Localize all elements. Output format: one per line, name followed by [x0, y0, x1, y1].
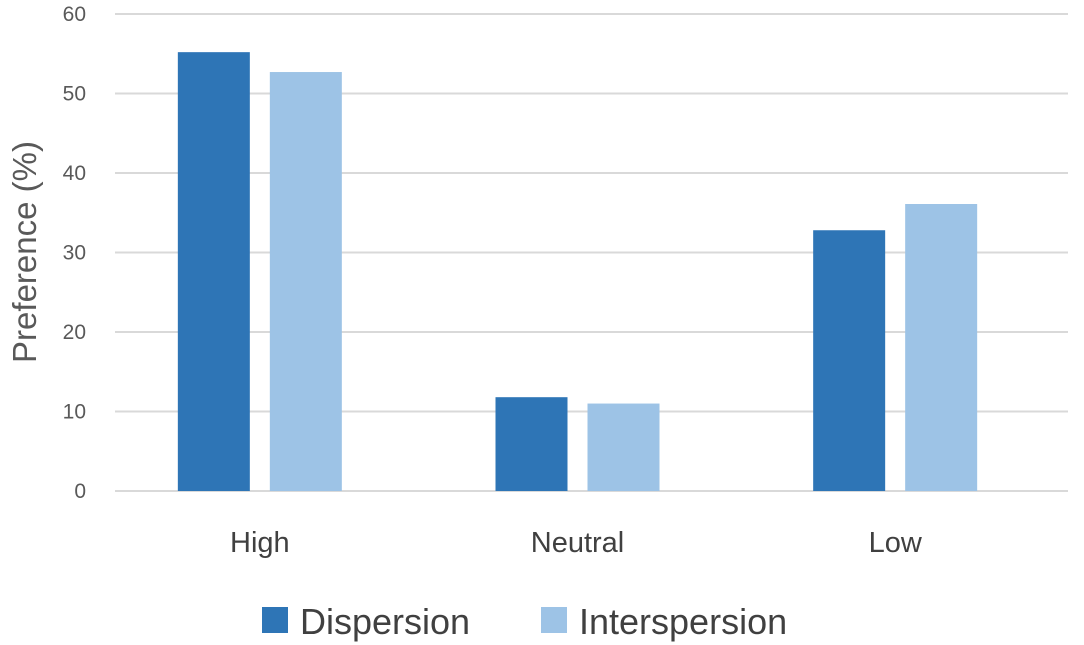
bar-interspersion-neutral: [587, 403, 660, 491]
x-category-label: High: [230, 527, 290, 559]
y-tick-label: 60: [63, 3, 86, 26]
legend-label-dispersion: Dispersion: [300, 601, 470, 642]
bar-interspersion-low: [905, 204, 978, 491]
y-tick-label: 40: [63, 162, 86, 185]
legend-label-interspersion: Interspersion: [579, 601, 787, 642]
y-axis-title: Preference (%): [6, 141, 43, 363]
legend-swatch-dispersion: [262, 607, 288, 633]
bar-interspersion-high: [269, 72, 342, 491]
bar-dispersion-low: [813, 230, 886, 492]
y-axis-ticks: 0 10 20 30 40 50 60: [63, 3, 86, 503]
legend: Dispersion Interspersion: [262, 601, 787, 642]
x-category-label: Neutral: [531, 527, 625, 559]
y-tick-label: 50: [63, 83, 86, 106]
x-axis-labels: High Neutral Low: [230, 527, 923, 559]
bar-dispersion-neutral: [495, 397, 568, 491]
legend-swatch-interspersion: [541, 607, 567, 633]
bars: [177, 52, 978, 492]
x-category-label: Low: [869, 527, 923, 559]
y-tick-label: 0: [74, 480, 86, 503]
y-tick-label: 20: [63, 321, 86, 344]
y-tick-label: 10: [63, 401, 86, 424]
bar-dispersion-high: [177, 52, 250, 491]
y-tick-label: 30: [63, 242, 86, 265]
